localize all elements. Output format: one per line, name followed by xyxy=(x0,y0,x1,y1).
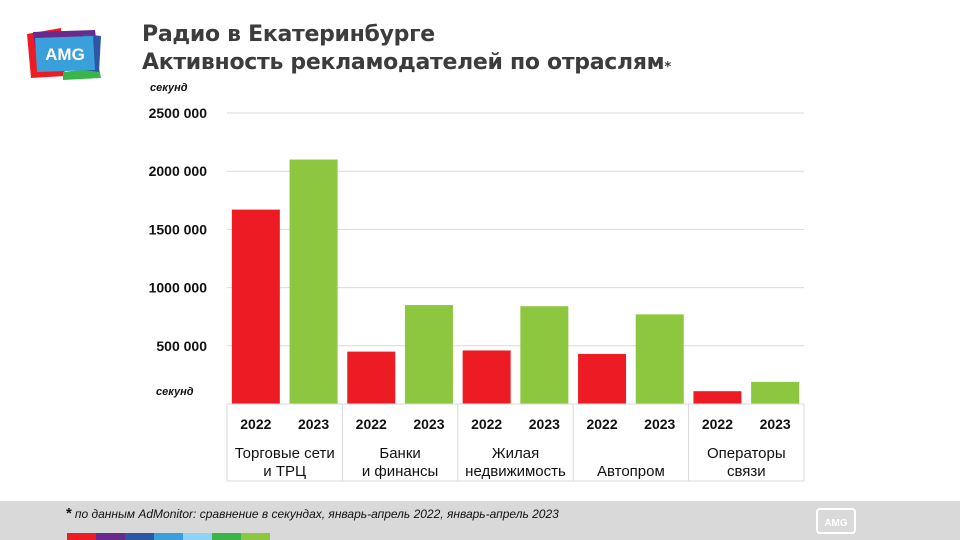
footer-amg-logo: AMG xyxy=(816,508,856,534)
category-label: Автопром xyxy=(597,463,665,480)
stripe-segment xyxy=(67,533,96,540)
stripe-segment xyxy=(125,533,154,540)
bar-2023 xyxy=(751,381,800,404)
stripe-segment xyxy=(212,533,241,540)
page-title: Радио в Екатеринбурге Активность рекламо… xyxy=(142,21,671,80)
category-label: и ТРЦ xyxy=(263,463,306,480)
category-label: связи xyxy=(727,463,766,480)
stripe-segment xyxy=(183,533,212,540)
bar-2022 xyxy=(231,209,280,404)
x-year-label: 2023 xyxy=(298,416,329,432)
x-year-label: 2023 xyxy=(644,416,675,432)
title-line-2: Активность рекламодателей по отраслям* xyxy=(142,49,671,80)
bar-chart: 500 000 1000 000 1500 000 2000 000 2500 000 2… xyxy=(149,105,805,482)
category-label: Операторы xyxy=(707,445,786,462)
footer-logo-text: AMG xyxy=(824,518,848,529)
y-tick-label: 2500 000 xyxy=(149,105,208,121)
category-label: Торговые сети xyxy=(235,445,335,462)
y-unit-label-bottom: секунд xyxy=(156,386,194,398)
bar-2022 xyxy=(462,350,511,404)
y-tick-label: 2000 000 xyxy=(149,163,208,179)
x-year-label: 2022 xyxy=(240,416,271,432)
logo-lightblue-panel xyxy=(35,36,95,72)
footnote: * по данным AdMonitor: сравнение в секунд… xyxy=(66,505,559,522)
footnote-star: * xyxy=(66,505,72,522)
stripe-segment xyxy=(241,533,270,540)
x-year-label: 2022 xyxy=(356,416,387,432)
color-stripe xyxy=(67,533,270,540)
x-year-label: 2023 xyxy=(413,416,444,432)
logo-text: AMG xyxy=(45,45,85,64)
stripe-segment xyxy=(154,533,183,540)
bar-2022 xyxy=(693,391,742,404)
x-year-label: 2022 xyxy=(471,416,502,432)
title-asterisk: * xyxy=(664,60,671,75)
category-label: и финансы xyxy=(362,463,438,480)
bar-2023 xyxy=(404,305,453,404)
x-year-label: 2023 xyxy=(529,416,560,432)
title-line-1: Радио в Екатеринбурге xyxy=(142,22,435,47)
category-label: Банки xyxy=(379,445,420,462)
x-year-label: 2022 xyxy=(702,416,733,432)
amg-logo: AMG xyxy=(27,28,101,80)
x-year-label: 2023 xyxy=(760,416,791,432)
y-tick-label: 1000 000 xyxy=(149,280,208,296)
category-label: Жилая xyxy=(492,445,539,462)
y-tick-label: 500 000 xyxy=(156,338,207,354)
title-line-2-text: Активность рекламодателей по отраслям xyxy=(142,50,665,75)
footer-logo-frame xyxy=(816,508,856,534)
y-tick-label: 1500 000 xyxy=(149,221,208,237)
footnote-text: по данным AdMonitor: сравнение в секунда… xyxy=(74,507,559,521)
y-unit-label-top: секунд xyxy=(150,82,188,94)
bar-2022 xyxy=(347,351,396,404)
bar-2023 xyxy=(520,306,569,404)
stripe-segment xyxy=(96,533,125,540)
category-label: недвижимость xyxy=(465,463,566,480)
bar-2022 xyxy=(578,353,627,404)
x-year-label: 2022 xyxy=(586,416,617,432)
bar-2023 xyxy=(289,159,338,404)
bar-2023 xyxy=(635,314,684,404)
